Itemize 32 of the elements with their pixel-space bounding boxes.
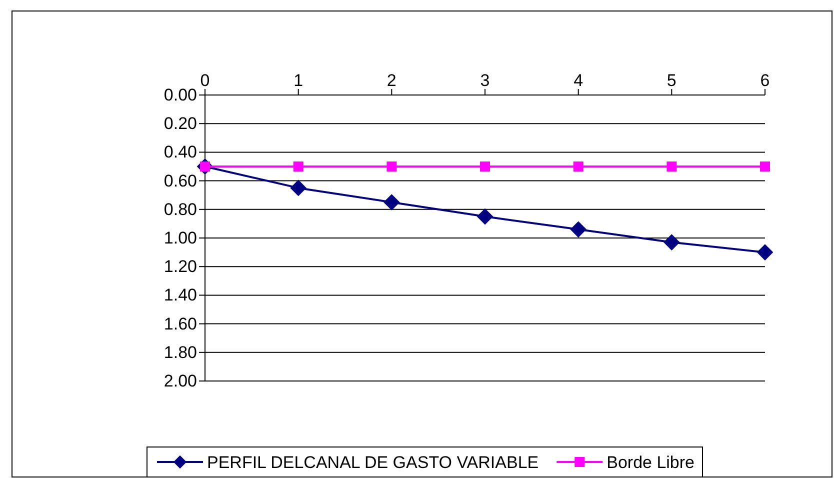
point	[293, 162, 304, 172]
y-tick-label: 0.00	[164, 85, 197, 104]
x-tick-label: 3	[480, 71, 490, 90]
x-tick-label: 0	[200, 71, 210, 90]
y-tick-label: 1.80	[164, 342, 197, 362]
legend-label: PERFIL DELCANAL DE GASTO VARIABLE	[207, 453, 539, 472]
y-tick-label: 0.80	[164, 200, 197, 219]
point	[386, 162, 397, 172]
point	[573, 162, 584, 172]
x-tick-label: 5	[666, 71, 676, 90]
y-tick-label: 1.40	[164, 286, 197, 305]
legend-label: Borde Libre	[606, 453, 694, 472]
y-tick-label: 2.00	[164, 371, 197, 390]
point	[480, 162, 490, 172]
x-tick-label: 1	[294, 71, 304, 90]
y-tick-label: 1.60	[164, 314, 197, 334]
y-tick-label: 0.60	[164, 171, 197, 190]
point	[760, 162, 770, 172]
point	[664, 234, 680, 250]
point	[666, 162, 677, 172]
point	[384, 194, 400, 210]
x-tick-label: 2	[386, 71, 396, 90]
x-tick-label: 6	[760, 71, 770, 90]
y-tick-label: 0.40	[164, 142, 197, 162]
y-tick-label: 0.20	[164, 114, 197, 134]
point	[476, 208, 494, 225]
point	[570, 221, 586, 238]
y-tick-label: 1.00	[164, 228, 197, 248]
y-tick-label: 1.20	[164, 257, 197, 276]
x-tick-label: 4	[574, 71, 584, 90]
point	[290, 180, 306, 196]
point	[756, 244, 774, 260]
